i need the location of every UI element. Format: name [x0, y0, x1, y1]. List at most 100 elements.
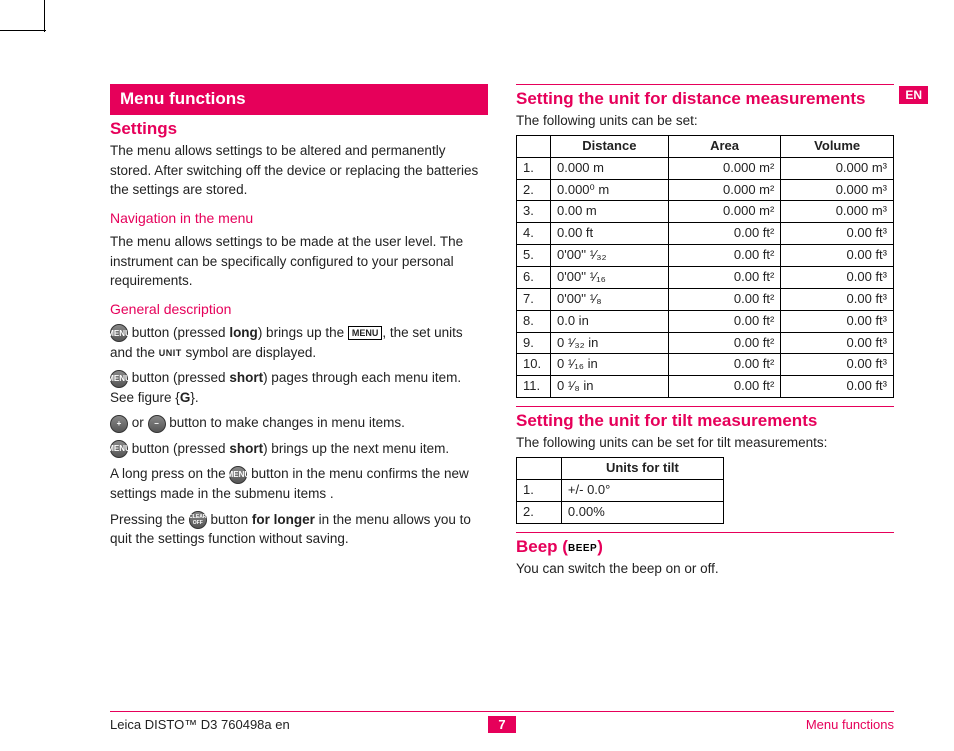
cell-volume: 0.00 ft³: [781, 223, 894, 245]
cell-index: 8.: [517, 310, 551, 332]
heading-distance-units: Setting the unit for distance measuremen…: [516, 89, 894, 109]
clear-button-icon: CLEAROFF: [189, 511, 207, 529]
cell-index: 1.: [517, 479, 562, 501]
cell-distance: 0 ¹⁄₈ in: [551, 376, 669, 398]
cell-distance: 0'00'' ¹⁄₈: [551, 288, 669, 310]
cell-value: 0.00%: [561, 501, 723, 523]
text: symbol are displayed.: [182, 345, 316, 360]
beep-label-icon: BEEP: [568, 543, 597, 554]
menu-button-icon: MENU: [110, 324, 128, 342]
cell-volume: 0.000 m³: [781, 157, 894, 179]
cell-distance: 0'00'' ¹⁄₃₂: [551, 245, 669, 267]
para-tilt-units: The following units can be set for tilt …: [516, 433, 894, 453]
cell-area: 0.00 ft²: [668, 376, 781, 398]
cell-distance: 0 ¹⁄₁₆ in: [551, 354, 669, 376]
para-gen4: MENU button (pressed short) brings up th…: [110, 439, 488, 459]
text: button: [207, 512, 252, 527]
table-header-blank: [517, 135, 551, 157]
text: button (pressed: [128, 370, 229, 385]
cell-index: 9.: [517, 332, 551, 354]
text: or: [128, 415, 148, 430]
text: ) brings up the: [258, 325, 348, 340]
text: }.: [190, 390, 198, 405]
table-row: 2.0.000⁰ m0.000 m²0.000 m³: [517, 179, 894, 201]
table-header-blank: [517, 458, 562, 480]
cell-area: 0.00 ft²: [668, 288, 781, 310]
footer: Leica DISTO™ D3 760498a en 7 Menu functi…: [110, 711, 894, 733]
para-gen1: MENU button (pressed long) brings up the…: [110, 323, 488, 362]
divider: [516, 84, 894, 85]
cell-volume: 0.00 ft³: [781, 376, 894, 398]
para-settings: The menu allows settings to be altered a…: [110, 141, 488, 200]
heading-tilt-units: Setting the unit for tilt measurements: [516, 411, 894, 431]
cell-index: 10.: [517, 354, 551, 376]
menu-label-icon: MENU: [348, 326, 383, 340]
divider: [516, 532, 894, 533]
table-row: 4.0.00 ft0.00 ft²0.00 ft³: [517, 223, 894, 245]
footer-right: Menu functions: [516, 717, 894, 732]
cell-volume: 0.000 m³: [781, 201, 894, 223]
para-beep: You can switch the beep on or off.: [516, 559, 894, 579]
table-header-tilt: Units for tilt: [561, 458, 723, 480]
left-column: Menu functions Settings The menu allows …: [110, 84, 488, 709]
menu-button-icon: MENU: [229, 466, 247, 484]
table-row: 7.0'00'' ¹⁄₈0.00 ft²0.00 ft³: [517, 288, 894, 310]
heading-beep: Beep (BEEP): [516, 537, 894, 557]
table-row: 5.0'00'' ¹⁄₃₂0.00 ft²0.00 ft³: [517, 245, 894, 267]
distance-units-table: Distance Area Volume 1.0.000 m0.000 m²0.…: [516, 135, 894, 398]
cell-index: 11.: [517, 376, 551, 398]
cell-distance: 0.0 in: [551, 310, 669, 332]
cell-volume: 0.00 ft³: [781, 310, 894, 332]
table-header-area: Area: [668, 135, 781, 157]
text-bold: for longer: [252, 512, 315, 527]
table-row: 1.0.000 m0.000 m²0.000 m³: [517, 157, 894, 179]
para-navigation: The menu allows settings to be made at t…: [110, 232, 488, 291]
table-header-volume: Volume: [781, 135, 894, 157]
text: button (pressed: [128, 325, 229, 340]
cell-area: 0.00 ft²: [668, 310, 781, 332]
cell-volume: 0.00 ft³: [781, 288, 894, 310]
cell-area: 0.00 ft²: [668, 267, 781, 289]
cell-index: 6.: [517, 267, 551, 289]
para-distance-units: The following units can be set:: [516, 111, 894, 131]
crop-mark-v: [44, 0, 56, 32]
cell-volume: 0.00 ft³: [781, 245, 894, 267]
text: ) brings up the next menu item.: [263, 441, 449, 456]
cell-index: 7.: [517, 288, 551, 310]
table-row: 3.0.00 m0.000 m²0.000 m³: [517, 201, 894, 223]
para-gen3: + or − button to make changes in menu it…: [110, 413, 488, 433]
heading-navigation: Navigation in the menu: [110, 208, 488, 228]
cell-volume: 0.00 ft³: [781, 354, 894, 376]
cell-index: 2.: [517, 501, 562, 523]
table-row: 8.0.0 in0.00 ft²0.00 ft³: [517, 310, 894, 332]
tilt-units-table: Units for tilt 1.+/- 0.0°2.0.00%: [516, 457, 724, 524]
cell-distance: 0.000 m: [551, 157, 669, 179]
heading-general: General description: [110, 299, 488, 319]
cell-area: 0.000 m²: [668, 157, 781, 179]
table-row: 11.0 ¹⁄₈ in0.00 ft²0.00 ft³: [517, 376, 894, 398]
cell-index: 1.: [517, 157, 551, 179]
right-column: Setting the unit for distance measuremen…: [516, 84, 894, 709]
text-bold: long: [229, 325, 258, 340]
footer-page-number: 7: [488, 716, 515, 733]
crop-mark-h: [0, 30, 46, 42]
cell-volume: 0.00 ft³: [781, 332, 894, 354]
cell-area: 0.00 ft²: [668, 332, 781, 354]
divider: [516, 406, 894, 407]
para-gen5: A long press on the MENU button in the m…: [110, 464, 488, 503]
cell-distance: 0'00'' ¹⁄₁₆: [551, 267, 669, 289]
cell-index: 2.: [517, 179, 551, 201]
cell-distance: 0 ¹⁄₃₂ in: [551, 332, 669, 354]
cell-area: 0.000 m²: [668, 179, 781, 201]
menu-button-icon: MENU: [110, 440, 128, 458]
text-bold: short: [229, 441, 263, 456]
cell-index: 3.: [517, 201, 551, 223]
text: A long press on the: [110, 466, 229, 481]
cell-area: 0.00 ft²: [668, 223, 781, 245]
cell-index: 4.: [517, 223, 551, 245]
text-bold: G: [180, 390, 191, 405]
text-bold: short: [229, 370, 263, 385]
text: button to make changes in menu items.: [166, 415, 405, 430]
cell-area: 0.000 m²: [668, 201, 781, 223]
minus-button-icon: −: [148, 415, 166, 433]
